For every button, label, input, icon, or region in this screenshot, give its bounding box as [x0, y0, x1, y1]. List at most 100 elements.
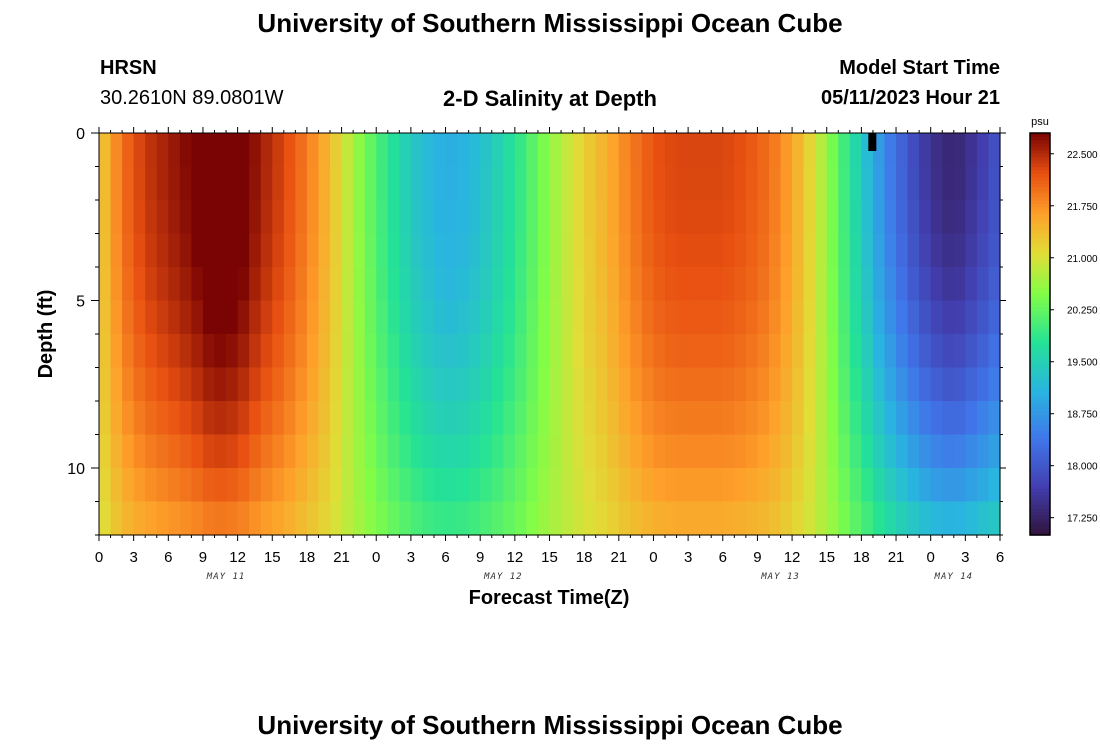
- heatmap-cell: [930, 300, 943, 335]
- heatmap-cell: [595, 133, 608, 168]
- heatmap-cell: [445, 501, 458, 536]
- heatmap-cell: [688, 233, 701, 268]
- heatmap-cell: [237, 401, 250, 436]
- heatmap-cell: [930, 334, 943, 369]
- heatmap-cell: [641, 367, 655, 402]
- heatmap-cell: [330, 501, 343, 536]
- heatmap-cell: [99, 434, 112, 469]
- heatmap-cell: [676, 200, 689, 235]
- heatmap-cell: [803, 267, 816, 302]
- heatmap-cell: [341, 501, 354, 536]
- heatmap-cell: [514, 267, 527, 302]
- heatmap-cell: [849, 401, 862, 436]
- heatmap-cell: [826, 133, 839, 168]
- heatmap-cell: [688, 300, 701, 335]
- heatmap-cell: [226, 267, 239, 302]
- heatmap-cell: [815, 501, 828, 536]
- colorbar-segment: [1030, 468, 1050, 472]
- colorbar-segment: [1030, 176, 1050, 181]
- colorbar-frame: [1029, 132, 1051, 536]
- heatmap-cell: [561, 267, 574, 302]
- heatmap-cell: [202, 468, 216, 503]
- heatmap-cell: [237, 334, 250, 369]
- heatmap-cell: [145, 133, 158, 168]
- heatmap-cell: [861, 367, 874, 402]
- heatmap-cell: [595, 367, 608, 402]
- heatmap-cell: [399, 200, 412, 235]
- heatmap-cell: [930, 468, 943, 503]
- heatmap-cell: [341, 200, 354, 235]
- heatmap-cell: [156, 233, 169, 268]
- colorbar-segment: [1030, 327, 1050, 332]
- heatmap-cell: [792, 401, 805, 436]
- heatmap-cell: [168, 468, 181, 503]
- heatmap-cell: [815, 233, 828, 268]
- heatmap-cell: [607, 200, 620, 235]
- heatmap-cell: [838, 233, 851, 268]
- heatmap-cell: [537, 133, 551, 168]
- heatmap-cell: [792, 300, 805, 335]
- heatmap-cell: [976, 401, 990, 436]
- colorbar-segment: [1030, 380, 1050, 385]
- heatmap-cell: [433, 468, 447, 503]
- heatmap-cell: [457, 233, 470, 268]
- heatmap-cell: [318, 501, 331, 536]
- heatmap-cell: [260, 166, 273, 201]
- heatmap-cell: [445, 133, 458, 168]
- heatmap-cell: [214, 501, 227, 536]
- heatmap-cell: [768, 501, 782, 536]
- heatmap-cell: [653, 267, 666, 302]
- heatmap-cell: [364, 501, 377, 536]
- colorbar-segment: [1030, 240, 1050, 245]
- heatmap-cell: [630, 166, 643, 201]
- heatmap-cell: [930, 367, 943, 402]
- colorbar: psu 22.500 21.750 21.000 20.250 19.500 18.750 1…: [1029, 116, 1098, 536]
- heatmap-cell: [561, 434, 574, 469]
- heatmap-cell: [526, 133, 539, 168]
- heatmap-cell: [387, 133, 400, 168]
- heatmap-cell: [838, 334, 851, 369]
- heatmap-cell: [480, 367, 493, 402]
- heatmap-cell: [191, 133, 204, 168]
- heatmap-cell: [503, 434, 516, 469]
- heatmap-cell: [341, 267, 354, 302]
- heatmap-cell: [122, 200, 135, 235]
- heatmap-cell: [364, 300, 377, 335]
- heatmap-cell: [965, 166, 978, 201]
- heatmap-cell: [295, 334, 308, 369]
- heatmap-cell: [584, 401, 597, 436]
- heatmap-cell: [480, 133, 493, 168]
- heatmap-cell: [976, 300, 990, 335]
- heatmap-cell: [861, 300, 874, 335]
- heatmap-cell: [711, 267, 724, 302]
- heatmap-cell: [318, 367, 331, 402]
- heatmap-cell: [768, 468, 782, 503]
- heatmap-cell: [884, 468, 897, 503]
- heatmap-cell: [722, 300, 735, 335]
- heatmap-cell: [849, 334, 862, 369]
- heatmap-cell: [503, 133, 516, 168]
- heatmap-cell: [295, 401, 308, 436]
- heatmap-cell: [780, 133, 793, 168]
- heatmap-cell: [699, 501, 712, 536]
- heatmap-cell: [249, 267, 262, 302]
- colorbar-segment: [1030, 283, 1050, 288]
- heatmap-cell: [780, 300, 793, 335]
- heatmap-cell: [526, 166, 539, 201]
- heatmap-cell: [387, 233, 400, 268]
- heatmap-cell: [191, 401, 204, 436]
- colorbar-segment: [1030, 387, 1050, 392]
- heatmap-cell: [306, 233, 320, 268]
- heatmap-cell: [457, 334, 470, 369]
- colorbar-segment: [1030, 179, 1050, 184]
- heatmap-cell: [514, 401, 527, 436]
- heatmap-cell: [110, 501, 123, 536]
- colorbar-segment: [1030, 367, 1050, 372]
- heatmap-cell: [168, 267, 181, 302]
- x-tick-label: 6: [996, 549, 1004, 566]
- x-tick-label: 0: [927, 549, 935, 566]
- heatmap-cell: [838, 267, 851, 302]
- heatmap-cell: [399, 468, 412, 503]
- heatmap-cell: [549, 267, 562, 302]
- heatmap-cell: [410, 367, 424, 402]
